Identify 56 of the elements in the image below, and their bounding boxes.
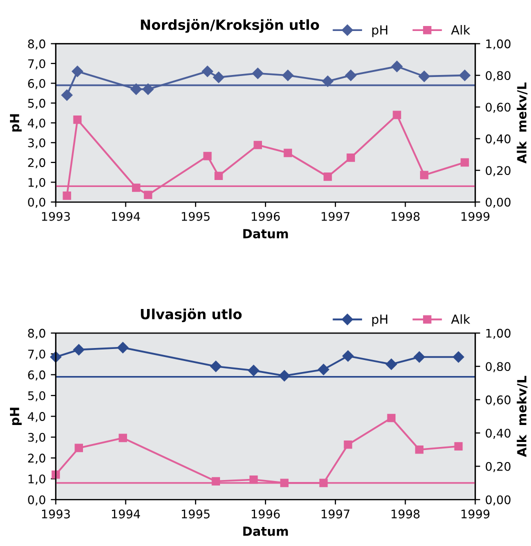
x-tick-label: 1997 <box>322 212 350 221</box>
chart-title: Nordsjön/Kroksjön utlo <box>140 19 320 33</box>
y2-tick-label: 0,20 <box>486 166 510 176</box>
y-tick-label: 7,0 <box>28 350 46 360</box>
legend-label: Alk <box>451 314 470 324</box>
y2-tick-label: 0,20 <box>486 462 510 472</box>
x-tick-label: 1999 <box>462 212 490 221</box>
y2-tick-label: 0,80 <box>486 362 510 372</box>
x-tick-label: 1997 <box>322 510 350 518</box>
x-tick-label: 1998 <box>392 510 420 518</box>
x-tick-label: 1993 <box>42 212 70 221</box>
y2-axis-title: Alk mekv/L <box>516 82 528 164</box>
y-tick-label: 0,0 <box>28 495 46 506</box>
y2-tick-label: 0,60 <box>486 395 510 406</box>
y-tick-label: 6,0 <box>28 370 46 381</box>
legend-label: pH <box>372 25 388 38</box>
x-tick-label: 1999 <box>462 510 490 518</box>
y-tick-label: 5,0 <box>28 98 46 109</box>
y-tick-label: 1,0 <box>28 178 46 188</box>
y-tick-label: 0,0 <box>28 198 46 208</box>
y2-tick-label: 0,40 <box>486 428 510 439</box>
legend-label: Alk <box>451 25 470 34</box>
x-tick-label: 1994 <box>112 510 140 518</box>
y-tick-label: 6,0 <box>28 78 46 90</box>
x-tick-label: 1996 <box>252 212 280 221</box>
x-tick-label: 1995 <box>182 510 210 518</box>
y-tick-label: 5,0 <box>28 391 46 402</box>
y2-tick-label: 1,00 <box>486 39 510 50</box>
y-tick-label: 3,0 <box>28 138 46 148</box>
chart-title: Ulvasjön utlo <box>140 308 242 322</box>
y-tick-label: 7,0 <box>28 59 46 70</box>
x-tick-label: 1994 <box>112 212 140 221</box>
y2-tick-label: 1,00 <box>486 328 510 339</box>
y2-tick-label: 0,00 <box>486 495 510 506</box>
x-axis-title: Datum <box>243 526 288 536</box>
x-tick-label: 1996 <box>252 510 280 518</box>
y-axis-title: pH <box>10 114 22 132</box>
y-axis-title: pH <box>10 408 22 425</box>
x-tick-label: 1995 <box>182 212 210 221</box>
y2-axis-title: Alk mekv/L <box>516 376 528 457</box>
x-tick-label: 1998 <box>392 212 420 221</box>
y-tick-label: 2,0 <box>28 454 46 464</box>
y2-tick-label: 0,40 <box>486 134 510 145</box>
y-tick-label: 4,0 <box>28 412 46 422</box>
y-tick-label: 4,0 <box>28 118 46 129</box>
legend-label: pH <box>372 314 388 326</box>
y-tick-label: 3,0 <box>28 432 46 443</box>
y-tick-label: 1,0 <box>28 474 46 485</box>
y-tick-label: 2,0 <box>28 158 46 168</box>
y-tick-label: 8,0 <box>28 39 46 50</box>
y-tick-label: 8,0 <box>28 328 46 339</box>
y2-tick-label: 0,60 <box>486 102 510 113</box>
x-tick-label: 1993 <box>42 510 70 518</box>
y2-tick-label: 0,00 <box>486 198 510 208</box>
y2-tick-label: 0,80 <box>486 71 510 82</box>
x-axis-title: Datum <box>243 229 288 238</box>
